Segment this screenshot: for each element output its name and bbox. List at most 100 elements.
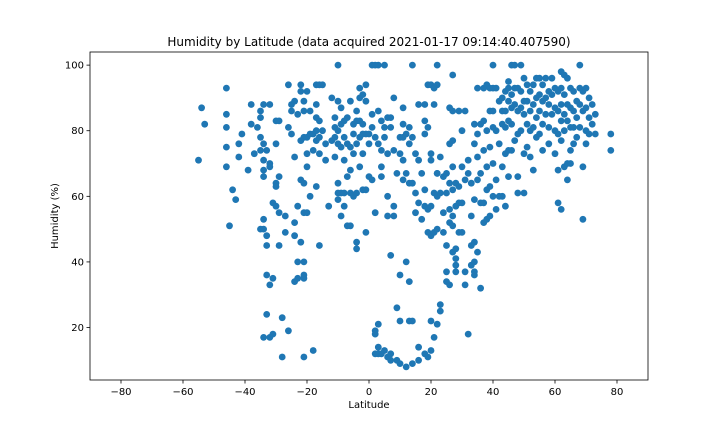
data-point	[319, 81, 326, 89]
data-point	[229, 186, 237, 194]
data-point	[421, 130, 429, 138]
data-point	[409, 360, 416, 367]
data-point	[471, 140, 478, 148]
data-point	[548, 74, 556, 82]
data-point	[508, 91, 515, 98]
y-tick-label: 40	[71, 257, 84, 268]
data-point	[424, 124, 432, 131]
data-point	[362, 97, 370, 105]
data-point	[359, 150, 367, 158]
data-point	[554, 199, 562, 207]
data-point	[353, 140, 360, 148]
data-point	[371, 327, 379, 335]
data-point	[585, 114, 593, 121]
data-point	[412, 150, 419, 158]
data-point	[353, 245, 360, 253]
data-point	[306, 192, 314, 200]
data-point	[322, 140, 329, 148]
data-point	[319, 127, 326, 135]
data-point	[297, 81, 305, 89]
data-point	[523, 120, 531, 128]
data-point	[303, 88, 311, 95]
data-point	[427, 202, 435, 210]
data-point	[551, 150, 559, 158]
data-point	[536, 107, 543, 115]
data-point	[471, 196, 478, 204]
data-point	[455, 107, 463, 115]
data-point	[387, 114, 395, 121]
data-point	[269, 274, 277, 282]
data-point	[409, 61, 416, 69]
data-point	[390, 147, 398, 154]
data-point	[433, 61, 441, 69]
data-point	[288, 130, 295, 138]
data-point	[489, 192, 497, 200]
data-points	[195, 61, 615, 371]
data-point	[533, 114, 540, 121]
data-point	[374, 320, 382, 328]
data-point	[316, 150, 323, 158]
data-point	[350, 150, 357, 158]
data-point	[244, 166, 252, 174]
data-point	[461, 176, 469, 184]
data-point	[511, 101, 519, 108]
data-point	[396, 271, 404, 279]
data-point	[260, 140, 267, 148]
data-point	[300, 274, 308, 282]
data-point	[486, 212, 494, 220]
data-point	[557, 206, 565, 213]
data-point	[529, 101, 537, 108]
data-point	[542, 110, 550, 118]
data-point	[467, 212, 475, 220]
data-point	[303, 209, 311, 217]
data-point	[374, 140, 382, 148]
data-point	[409, 317, 416, 325]
data-point	[502, 202, 509, 210]
data-point	[449, 107, 457, 115]
data-point	[334, 127, 342, 135]
x-tick-label: 0	[366, 387, 372, 398]
data-point	[334, 196, 342, 204]
data-point	[374, 343, 382, 351]
data-point	[226, 222, 233, 230]
data-point	[390, 212, 398, 220]
data-point	[328, 94, 336, 102]
data-point	[381, 347, 388, 354]
data-point	[378, 147, 385, 154]
data-point	[455, 183, 463, 190]
data-point	[325, 202, 333, 210]
data-point	[316, 117, 323, 125]
data-point	[560, 110, 568, 118]
data-point	[483, 163, 491, 171]
data-point	[436, 153, 444, 161]
data-point	[257, 133, 264, 141]
data-point	[582, 104, 590, 112]
x-axis-label: Latitude	[348, 400, 389, 411]
data-point	[347, 143, 354, 151]
data-point	[520, 74, 528, 82]
data-point	[520, 110, 528, 118]
data-point	[359, 91, 367, 98]
x-tick-label: 80	[611, 387, 624, 398]
data-point	[272, 183, 280, 190]
data-point	[446, 281, 453, 289]
data-point	[502, 124, 509, 131]
data-point	[257, 114, 264, 121]
data-point	[477, 170, 484, 177]
data-point	[362, 186, 370, 194]
data-point	[396, 150, 404, 158]
data-point	[365, 140, 373, 148]
data-point	[272, 140, 280, 148]
data-point	[285, 81, 292, 89]
data-point	[316, 242, 323, 249]
data-point	[591, 110, 599, 118]
data-point	[297, 88, 305, 95]
data-point	[409, 133, 416, 141]
data-point	[300, 258, 308, 266]
data-point	[505, 97, 512, 105]
data-point	[306, 107, 314, 115]
data-point	[343, 114, 351, 121]
data-point	[526, 107, 534, 115]
data-point	[309, 347, 317, 354]
data-point	[223, 84, 230, 92]
